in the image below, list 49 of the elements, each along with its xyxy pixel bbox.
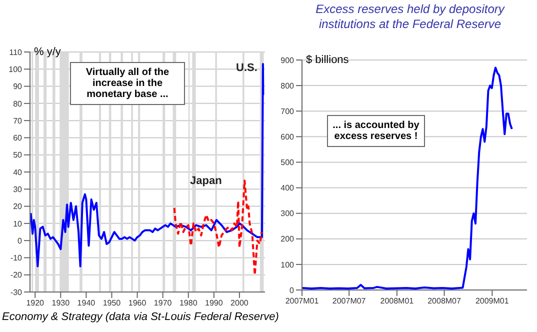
x-tick-label: 1990	[205, 298, 224, 308]
x-tick-label: 2009M01	[475, 296, 510, 306]
y-tick-label: 60	[13, 134, 23, 143]
line-series	[302, 66, 513, 290]
y-tick-label: -30	[10, 288, 23, 297]
x-tick-label: 2008M07	[428, 296, 462, 306]
y-tick-label: 0	[290, 286, 295, 295]
y-tick-label: 40	[13, 168, 23, 177]
x-tick-label: 1920	[26, 298, 45, 308]
x-tick-label: 1930	[52, 298, 70, 308]
y-tick-label: 80	[13, 99, 23, 108]
y-tick-label: 900	[280, 56, 295, 65]
line-series	[30, 63, 264, 268]
y-axis-title: $ billions	[306, 54, 349, 66]
note-box: ... is accounted by excess reserves !	[327, 115, 425, 147]
y-tick-label: 10	[13, 219, 23, 228]
x-tick-label: 2007M07	[332, 296, 366, 306]
x-tick-label: 1950	[102, 298, 122, 308]
y-tick-label: 800	[280, 81, 295, 90]
y-tick-label: 600	[280, 132, 295, 142]
x-tick-label: 1970	[154, 298, 172, 308]
x-tick-label: 2000	[230, 298, 249, 308]
series-label: U.S.	[236, 62, 258, 74]
y-tick-label: 0	[18, 236, 23, 246]
y-tick-label: 100	[280, 260, 295, 270]
text: Economy & Strategy (data via St-Louis Federal Reserve)	[2, 311, 280, 323]
y-tick-label: 500	[280, 158, 295, 168]
chart-title: Excess reserves held by depository institutions at the Federal Reserve	[314, 2, 506, 32]
note-box: Virtually all of the increase in the monetary base ...	[70, 62, 185, 105]
x-tick-label: 1980	[179, 298, 198, 308]
x-tick-label: 1940	[77, 298, 96, 308]
y-tick-label: 400	[280, 184, 295, 193]
y-tick-label: 110	[9, 48, 23, 57]
y-tick-label: 20	[13, 202, 23, 212]
y-tick-label: 100	[8, 64, 23, 74]
y-tick-label: 90	[13, 82, 23, 92]
x-tick-label: 2007M01	[285, 296, 320, 306]
y-tick-label: -20	[10, 270, 23, 280]
y-tick-label: -10	[10, 254, 23, 263]
y-tick-label: 70	[13, 116, 23, 126]
x-tick-label: 1960	[128, 298, 147, 308]
series-label: Japan	[190, 175, 222, 187]
y-tick-label: 30	[13, 184, 23, 194]
y-tick-label: 700	[280, 106, 295, 116]
y-tick-label: 300	[280, 209, 295, 218]
x-tick-label: 2008M01	[380, 296, 414, 306]
y-tick-label: 200	[280, 234, 295, 244]
y-axis-title: % y/y	[34, 46, 61, 58]
y-tick-label: 50	[13, 150, 23, 160]
